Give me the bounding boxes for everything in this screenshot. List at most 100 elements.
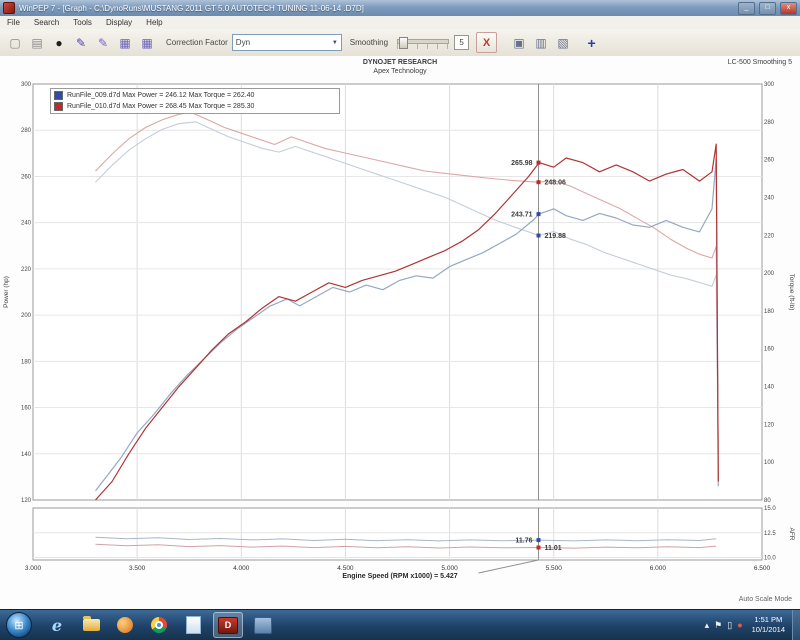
axis-title-power: Power (hp) — [3, 276, 10, 308]
winpep-taskbar-icon[interactable]: D — [213, 612, 243, 638]
minimize-button[interactable]: _ — [738, 1, 755, 15]
taskbar: ⊞ e D ▴ ⚑ ▯ ● 1:51 PM 10/1/2014 — [0, 609, 800, 640]
close-runs-button[interactable]: X — [476, 32, 498, 53]
legend-swatch — [54, 91, 63, 100]
y-tick-label: 10.0 — [764, 556, 776, 562]
chart-area: 300 280 260 240 220 200 180 160 140 120 Power (hp)… — [0, 56, 800, 610]
edit-pen-purple-icon[interactable]: ✎ — [97, 35, 109, 50]
menu-item-help[interactable]: Help — [146, 18, 163, 27]
graph-grid-2-icon[interactable]: ▦ — [141, 35, 153, 50]
notepad-icon-art — [185, 616, 201, 634]
menu-item-search[interactable]: Search — [33, 18, 60, 27]
y-tick-label: 200 — [21, 313, 32, 319]
x-axis-cursor-caption: Engine Speed (RPM x1000) = 5.427 — [342, 573, 458, 580]
cursor-readout-value: 11.01 — [545, 545, 562, 552]
legend-row-1: RunFile_009.d7d Max Power = 246.12 Max T… — [54, 90, 336, 101]
toolbar: ▢ ▤ ● ✎ ✎ ▦ ▦ Correction Factor Dyn ▼ Smoothin… — [0, 29, 800, 57]
y-tick-label: 140 — [764, 385, 775, 391]
clock-time: 1:51 PM — [754, 614, 783, 624]
chrome-icon-art — [151, 617, 167, 633]
media-player-icon[interactable] — [111, 613, 139, 637]
antivirus-icon[interactable]: ● — [737, 619, 743, 630]
y-tick-label: 240 — [21, 221, 32, 227]
run2-power-curve — [95, 143, 719, 501]
y-tick-label: 120 — [764, 422, 775, 428]
cursor-readout-value: 243.71 — [511, 212, 533, 219]
media-player-icon-art — [117, 617, 133, 633]
new-graph-icon[interactable]: ▢ — [9, 35, 21, 50]
x-tick-label: 4.500 — [337, 565, 354, 572]
slider-thumb[interactable] — [399, 36, 409, 49]
cursor-readout-marker — [536, 545, 541, 550]
chevron-down-icon: ▼ — [331, 39, 338, 46]
cursor-readout-marker — [536, 160, 541, 165]
y-tick-label: 140 — [21, 452, 32, 458]
run2-afr-curve — [95, 543, 717, 549]
cursor-readout-marker — [536, 180, 541, 185]
chrome-icon[interactable] — [145, 613, 173, 637]
y-tick-label: 220 — [21, 267, 32, 273]
y-tick-label: 160 — [21, 406, 32, 412]
legend-label: RunFile_010.d7d Max Power = 268.45 Max T… — [67, 103, 255, 110]
window-titlebar[interactable]: WinPEP 7 - [Graph - C:\DynoRuns\MUSTANG … — [0, 0, 800, 16]
y-tick-label: 280 — [21, 128, 32, 134]
y-tick-label: 80 — [764, 498, 771, 504]
mail-icon[interactable] — [249, 613, 277, 637]
taskbar-clock[interactable]: 1:51 PM 10/1/2014 — [752, 615, 785, 635]
clock-date: 10/1/2014 — [751, 625, 785, 634]
cursor-readout-value: 248.06 — [545, 180, 567, 187]
notepad-icon[interactable] — [179, 613, 207, 637]
run1-torque-curve — [95, 121, 719, 463]
file-explorer-icon-art — [82, 616, 100, 631]
close-button[interactable]: x — [780, 1, 797, 15]
tray-chevron-icon[interactable]: ▴ — [704, 619, 710, 630]
toolbar-left-icons: ▢ ▤ ● ✎ ✎ ▦ ▦ — [4, 33, 158, 53]
x-tick-label: 6.500 — [754, 565, 771, 572]
x-tick-label: 4.000 — [233, 565, 250, 572]
graph-grid-1-icon[interactable]: ▦ — [119, 35, 131, 50]
x-tick-label: 3.000 — [25, 565, 42, 572]
app-icon — [3, 2, 15, 14]
chart-view-1-icon[interactable]: ▣ — [513, 35, 525, 50]
maximize-button[interactable]: □ — [759, 1, 776, 15]
menu-item-display[interactable]: Display — [105, 18, 133, 27]
y-tick-label: 180 — [764, 309, 775, 315]
plot-frame — [32, 83, 763, 501]
internet-explorer-icon[interactable]: e — [43, 613, 71, 637]
print-icon[interactable]: ▤ — [31, 35, 43, 50]
correction-factor-select[interactable]: Dyn ▼ — [231, 34, 342, 51]
axis-title-afr: AFR — [788, 528, 795, 541]
show-desktop-button[interactable] — [792, 610, 800, 640]
plot-frame — [32, 507, 763, 561]
y-tick-label: 240 — [764, 195, 775, 201]
run1-afr-curve — [95, 536, 717, 542]
winpep-logo-icon[interactable]: ● — [55, 35, 63, 50]
menu-item-tools[interactable]: Tools — [73, 18, 92, 27]
winpep-taskbar-icon-art: D — [218, 616, 238, 634]
battery-icon[interactable]: ▯ — [727, 619, 733, 630]
action-center-icon[interactable]: ⚑ — [714, 619, 723, 630]
add-run-button[interactable]: + — [587, 34, 596, 51]
menu-bar: File Search Tools Display Help — [0, 16, 800, 30]
chart-view-2-icon[interactable]: ▥ — [535, 35, 547, 50]
legend-swatch — [54, 102, 63, 111]
start-button[interactable]: ⊞ — [6, 612, 32, 638]
file-explorer-icon[interactable] — [77, 613, 105, 637]
legend-label: RunFile_009.d7d Max Power = 246.12 Max T… — [67, 92, 255, 99]
chart-view-3-icon[interactable]: ▧ — [557, 35, 569, 50]
auto-scale-mode-text: Auto Scale Mode — [738, 596, 792, 603]
correction-factor-value: Dyn — [235, 38, 251, 47]
menu-item-file[interactable]: File — [7, 18, 20, 27]
x-tick-label: 5.000 — [441, 565, 458, 572]
y-tick-label: 260 — [21, 174, 32, 180]
smoothing-slider[interactable] — [397, 36, 450, 49]
cursor-readout-marker — [536, 233, 541, 238]
correction-factor-label: Correction Factor — [166, 38, 228, 47]
edit-pen-blue-icon[interactable]: ✎ — [75, 35, 87, 50]
x-tick-label: 5.500 — [546, 565, 563, 572]
cursor-readout-value: 11.76 — [515, 538, 532, 545]
y-tick-label: 300 — [21, 82, 32, 88]
cursor-readout-marker — [536, 538, 541, 543]
y-tick-label: 260 — [764, 158, 775, 164]
